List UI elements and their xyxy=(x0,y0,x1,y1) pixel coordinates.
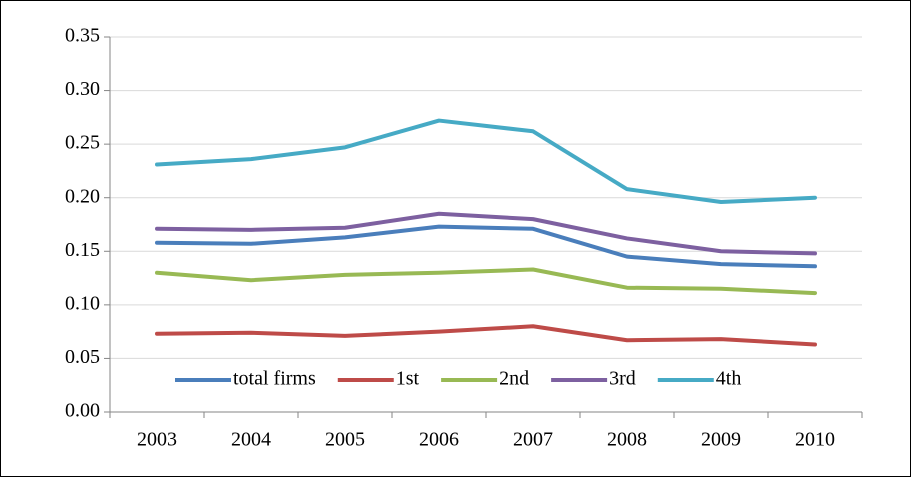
y-tick-label: 0.00 xyxy=(65,400,100,422)
y-tick-label: 0.30 xyxy=(65,78,100,100)
legend-label: 2nd xyxy=(499,368,529,390)
legend-label: 1st xyxy=(396,368,420,390)
x-tick-label: 2010 xyxy=(795,429,835,451)
x-tick-label: 2008 xyxy=(607,429,647,451)
x-tick-label: 2006 xyxy=(419,429,459,451)
line-series xyxy=(155,211,817,256)
y-tick-label: 0.20 xyxy=(65,185,100,207)
legend-label: 3rd xyxy=(609,368,636,390)
y-tick-label: 0.10 xyxy=(65,292,100,314)
y-tick-label: 0.15 xyxy=(65,239,100,261)
line-series xyxy=(155,267,817,296)
line-series xyxy=(155,324,817,347)
y-tick-label: 0.35 xyxy=(65,25,100,47)
y-tick-label: 0.05 xyxy=(65,346,100,368)
y-tick-label: 0.25 xyxy=(65,132,100,154)
line-series xyxy=(155,224,817,269)
x-tick-label: 2007 xyxy=(513,429,553,451)
line-series xyxy=(155,118,817,204)
x-tick-label: 2005 xyxy=(325,429,365,451)
x-tick-label: 2003 xyxy=(137,429,177,451)
x-tick-label: 2004 xyxy=(231,429,271,451)
legend-label: 4th xyxy=(716,368,742,390)
x-tick-label: 2009 xyxy=(701,429,741,451)
legend-label: total firms xyxy=(233,368,316,390)
